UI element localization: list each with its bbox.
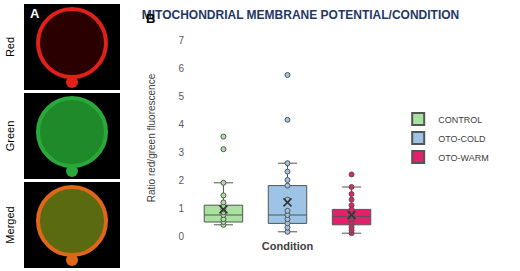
svg-text:MITOCHONDRIAL MEMBRANE POTENTI: MITOCHONDRIAL MEMBRANE POTENTIAL/CONDITI… bbox=[142, 8, 460, 22]
svg-text:5: 5 bbox=[178, 91, 184, 102]
svg-text:OTO-COLD: OTO-COLD bbox=[438, 134, 486, 144]
svg-text:Condition: Condition bbox=[262, 240, 314, 252]
svg-text:OTO-WARM: OTO-WARM bbox=[438, 153, 489, 163]
svg-text:Green: Green bbox=[4, 121, 16, 152]
svg-text:B: B bbox=[146, 11, 155, 26]
svg-text:0: 0 bbox=[178, 231, 184, 242]
svg-text:1: 1 bbox=[178, 203, 184, 214]
svg-text:Merged: Merged bbox=[4, 206, 16, 243]
svg-text:Red: Red bbox=[4, 37, 16, 57]
svg-text:3: 3 bbox=[178, 147, 184, 158]
svg-text:Ratio red/green fluorescence: Ratio red/green fluorescence bbox=[146, 73, 157, 202]
svg-text:A: A bbox=[30, 6, 40, 21]
svg-text:4: 4 bbox=[178, 119, 184, 130]
svg-text:2: 2 bbox=[178, 175, 184, 186]
svg-text:CONTROL: CONTROL bbox=[438, 115, 482, 125]
svg-text:7: 7 bbox=[178, 35, 184, 46]
svg-text:6: 6 bbox=[178, 63, 184, 74]
